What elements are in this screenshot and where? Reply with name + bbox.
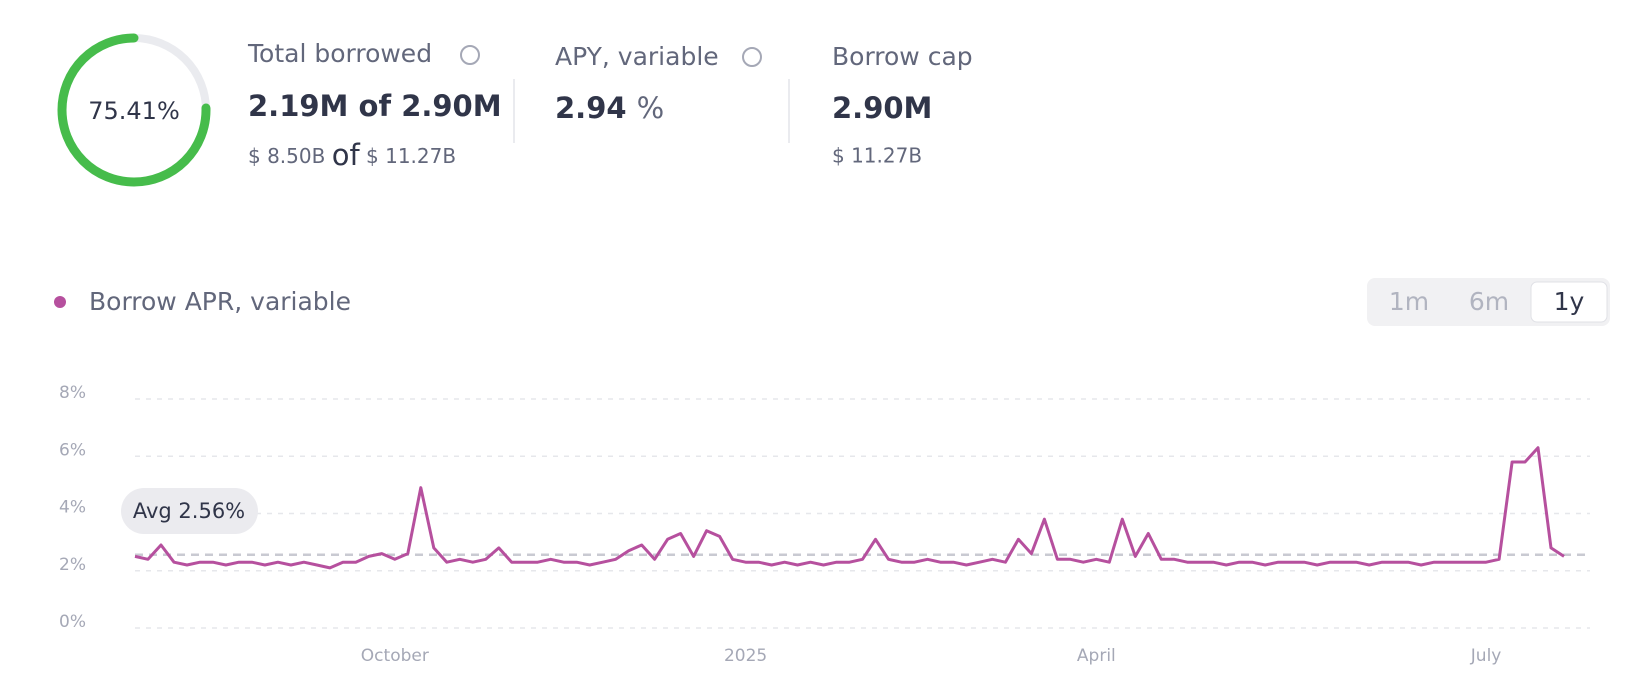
gauge-arc	[57, 33, 211, 187]
stat-usd: $ 11.27B	[832, 144, 922, 168]
range-button[interactable]: 1y	[1554, 287, 1585, 316]
y-tick-label: 6%	[59, 440, 86, 460]
x-tick-label: October	[361, 646, 429, 666]
info-icon[interactable]	[460, 45, 480, 65]
y-tick-label: 8%	[59, 383, 86, 403]
x-tick-label: July	[1470, 646, 1502, 666]
stat-label: Total borrowed	[247, 39, 432, 68]
stat-usd: $ 8.50B of $ 11.27B	[248, 138, 456, 172]
range-button[interactable]: 6m	[1469, 287, 1509, 316]
average-pill	[121, 488, 258, 534]
gauge-label: 75.41%	[88, 97, 180, 125]
stat-label: Borrow cap	[832, 42, 973, 71]
legend-label: Borrow APR, variable	[89, 287, 351, 316]
y-tick-label: 4%	[59, 498, 86, 518]
stat-label: APY, variable	[555, 42, 719, 71]
stat-value: 2.19M of 2.90M	[248, 89, 502, 123]
info-icon[interactable]	[742, 47, 762, 67]
range-button[interactable]: 1m	[1389, 287, 1429, 316]
average-label: Avg 2.56%	[133, 499, 245, 523]
x-tick-label: April	[1077, 646, 1116, 666]
line-series	[134, 446, 1565, 570]
legend-dot	[54, 296, 66, 308]
range-selected	[1530, 281, 1608, 323]
x-tick-label: 2025	[724, 646, 767, 666]
stat-value: 2.94 %	[555, 91, 664, 125]
y-tick-label: 2%	[59, 555, 86, 575]
stat-value: 2.90M	[832, 91, 932, 125]
y-tick-label: 0%	[59, 612, 86, 632]
